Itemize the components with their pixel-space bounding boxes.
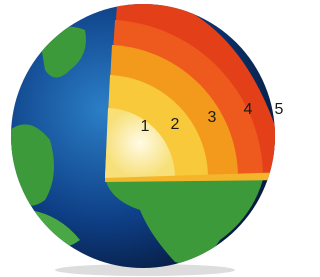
layer-label: 3	[208, 109, 217, 126]
cutaway	[105, 0, 285, 182]
layer-label: 4	[244, 101, 253, 118]
earth-diagram: 1 2 3 4 5	[0, 0, 285, 277]
layer-label: 2	[171, 116, 180, 133]
layer-label: 1	[141, 118, 150, 135]
layer-label: 5	[275, 101, 284, 118]
page: 1 2 3 4 5 (() => { const data = JSON.par…	[0, 0, 320, 277]
